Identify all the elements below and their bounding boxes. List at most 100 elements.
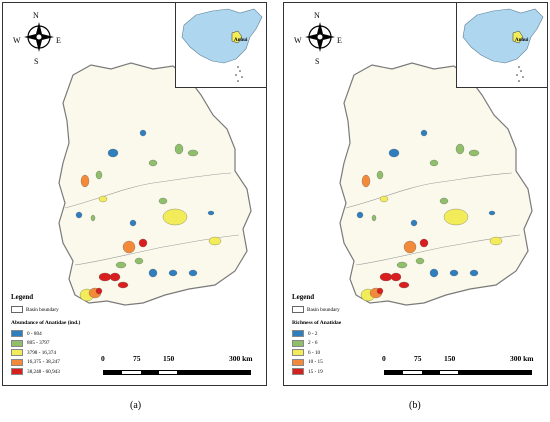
basin-map [58,62,252,306]
wetland-patch [138,238,148,248]
legend-class-5: 15 - 19 [292,367,390,377]
compass-n: N [33,11,39,20]
swatch-class-2 [11,339,23,347]
wetland-patch [117,281,129,289]
legend-class-label: 38,248 - 60,943 [27,368,60,375]
inset-label-anhui: Anhui [515,38,529,43]
wetland-patch [115,261,127,269]
wetland-patch [443,208,469,226]
swatch-class-1 [11,330,23,338]
legend-class-label: 805 - 3797 [27,340,50,347]
wetland-patch [139,129,147,137]
wetland-patch [489,236,503,246]
compass-rose-icon [24,22,54,52]
swatch-class-5 [292,368,304,376]
inset-label-anhui: Anhui [234,38,248,43]
wetland-patch [488,210,496,216]
wetland-patch [468,149,480,157]
wetland-patch [420,129,428,137]
scale-label-75: 75 [414,354,422,363]
china-outline [462,8,544,82]
wetland-patch [174,143,184,155]
legend: Legend Basin boundary Richness of Anatid… [292,293,390,377]
legend-class-1: 0 - 804 [11,329,109,339]
wetland-patch [187,149,199,157]
wetland-patch [379,272,393,282]
swatch-class-1 [292,330,304,338]
scale-label-300: 300 km [229,354,253,363]
wetland-patch [449,269,459,277]
legend: Legend Basin boundary Abundance of Anati… [11,293,109,377]
legend-class-4: 16,375 - 38,247 [11,358,109,368]
island-dot [239,70,241,72]
wetland-patch [168,269,178,277]
wetland-patch [98,272,112,282]
boundary-label: Basin boundary [26,306,59,313]
china-inset-map: Anhui [175,3,266,88]
compass-s: S [315,57,320,66]
scale-bar-segments [103,370,251,375]
wetland-patch [379,195,389,203]
legend-class-label: 16,375 - 38,247 [27,359,60,366]
compass-n: N [314,11,320,20]
island-dot [516,74,518,76]
wetland-patch [390,272,402,282]
wetland-patch [415,257,425,265]
compass-s: S [34,57,39,66]
scale-bar: 0 75 150 300 km [101,354,261,382]
wetland-patch [356,211,364,219]
legend-class-label: 3798 - 16,374 [27,349,56,356]
wetland-patch [95,287,103,295]
island-dot [518,66,520,68]
wetland-patch [158,197,168,205]
boundary-swatch [11,306,23,313]
scale-label-0: 0 [101,354,105,363]
legend-class-3: 3798 - 16,374 [11,348,109,358]
wetland-patch [410,219,418,227]
compass-e: E [337,36,342,45]
wetland-patch [419,238,429,248]
wetland-patch [469,269,479,277]
swatch-class-5 [11,368,23,376]
wetland-patch [439,197,449,205]
legend-class-4: 10 - 15 [292,358,390,368]
wetland-patch [109,272,121,282]
wetland-patch [107,148,119,158]
compass-w: W [294,36,302,45]
island-dot [522,76,524,78]
island-dot [520,70,522,72]
legend-class-label: 6 - 10 [308,349,321,356]
wetland-patch [429,268,439,278]
wetland-patch [129,219,137,227]
legend-class-5: 38,248 - 60,943 [11,367,109,377]
wetland-patch [75,211,83,219]
china-inset-map: Anhui [456,3,547,88]
wetland-patch [98,195,108,203]
boundary-label: Basin boundary [307,306,340,313]
wetland-patch [396,261,408,269]
legend-title: Legend [11,293,34,301]
island-dot [237,80,239,82]
legend-class-label: 0 - 2 [308,330,318,337]
legend-class-label: 10 - 15 [308,359,323,366]
compass-rose-icon [305,22,335,52]
legend-subtitle: Abundance of Anatidae (ind.) [11,320,81,326]
legend-class-label: 0 - 804 [27,330,42,337]
island-dot [241,76,243,78]
caption-a: (a) [130,400,142,411]
swatch-class-2 [292,339,304,347]
scale-label-150: 150 [163,354,175,363]
legend-class-label: 2 - 6 [308,340,318,347]
wetland-patch [455,143,465,155]
legend-boundary: Basin boundary [11,306,109,313]
wetland-patch [376,170,384,180]
swatch-class-4 [11,358,23,366]
wetland-patch [398,281,410,289]
wetland-patch [134,257,144,265]
legend-boundary: Basin boundary [292,306,390,313]
scale-label-75: 75 [133,354,141,363]
swatch-class-3 [11,349,23,357]
island-dot [518,80,520,82]
wetland-patch [429,159,439,167]
compass-e: E [56,36,61,45]
